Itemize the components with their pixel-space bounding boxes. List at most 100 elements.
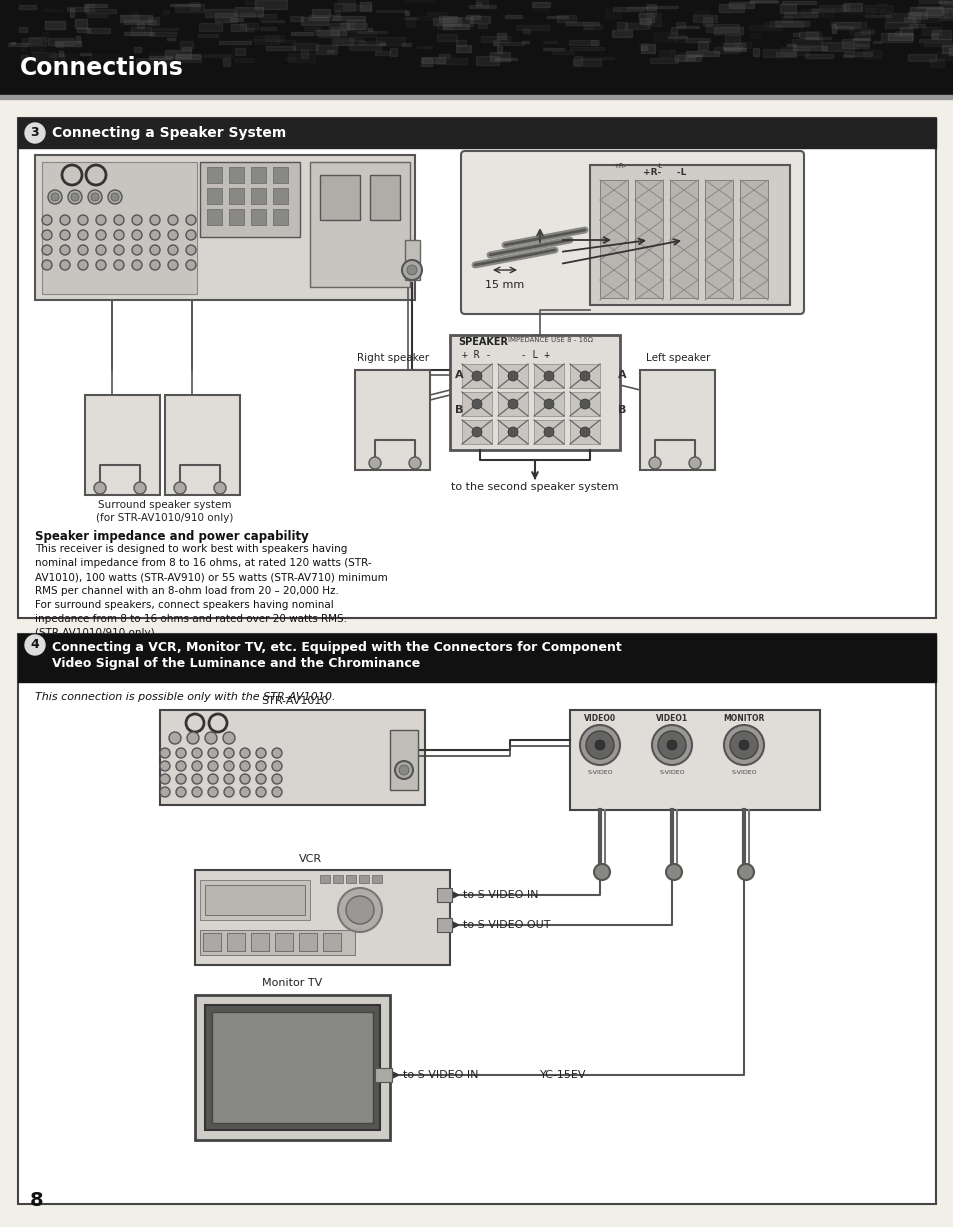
Bar xyxy=(852,38,869,40)
Bar xyxy=(907,12,924,18)
Bar xyxy=(304,27,319,29)
Text: B: B xyxy=(618,405,626,415)
Bar xyxy=(332,38,353,45)
Bar xyxy=(659,50,675,56)
Bar xyxy=(234,7,263,16)
Bar xyxy=(862,50,880,58)
Circle shape xyxy=(78,229,88,240)
Circle shape xyxy=(472,371,481,382)
Bar xyxy=(301,50,308,58)
Bar xyxy=(403,17,417,18)
Bar xyxy=(175,54,200,59)
Bar xyxy=(456,45,471,52)
Circle shape xyxy=(150,215,160,225)
Bar xyxy=(565,22,598,25)
Bar xyxy=(887,33,912,40)
Bar xyxy=(792,45,826,50)
Circle shape xyxy=(543,371,554,382)
Bar xyxy=(533,2,547,11)
Bar xyxy=(18,634,935,1204)
Bar xyxy=(821,42,853,52)
Circle shape xyxy=(666,740,677,750)
Bar xyxy=(257,13,275,18)
Circle shape xyxy=(132,260,142,270)
Bar xyxy=(573,59,600,66)
Circle shape xyxy=(168,229,178,240)
Bar xyxy=(419,16,453,20)
Bar xyxy=(56,42,63,47)
Bar xyxy=(70,9,74,17)
Bar xyxy=(583,25,601,29)
Bar xyxy=(427,12,447,15)
Bar xyxy=(780,4,795,13)
Circle shape xyxy=(579,399,589,409)
Circle shape xyxy=(192,774,202,784)
Bar xyxy=(120,15,152,22)
Bar xyxy=(918,0,940,2)
Text: Monitor TV: Monitor TV xyxy=(262,978,322,988)
Bar xyxy=(0,94,953,99)
Bar xyxy=(722,43,744,49)
Text: Video Signal of the Luminance and the Chrominance: Video Signal of the Luminance and the Ch… xyxy=(52,656,420,670)
Text: nominal impedance from 8 to 16 ohms, at rated 120 watts (STR-: nominal impedance from 8 to 16 ohms, at … xyxy=(35,558,372,568)
Bar xyxy=(783,12,816,17)
Text: 4: 4 xyxy=(30,638,39,652)
Bar xyxy=(317,29,338,37)
Bar xyxy=(150,52,179,59)
Bar xyxy=(67,7,88,11)
Circle shape xyxy=(240,761,250,771)
Bar xyxy=(89,54,119,61)
Bar xyxy=(133,47,141,52)
Circle shape xyxy=(579,371,589,382)
Circle shape xyxy=(150,260,160,270)
Bar xyxy=(568,40,597,45)
Bar xyxy=(165,50,191,58)
Circle shape xyxy=(132,245,142,255)
Circle shape xyxy=(240,748,250,758)
Bar xyxy=(18,634,935,682)
Bar xyxy=(75,18,87,28)
Bar xyxy=(401,43,411,45)
Bar xyxy=(843,52,871,56)
Bar xyxy=(763,22,769,28)
Bar xyxy=(0,0,953,97)
Bar xyxy=(291,32,313,36)
Bar xyxy=(337,0,355,4)
Text: to S VIDEO IN: to S VIDEO IN xyxy=(462,890,537,899)
Bar xyxy=(805,31,821,39)
Bar xyxy=(421,56,444,63)
Bar xyxy=(331,27,338,36)
Bar xyxy=(62,54,77,59)
Bar xyxy=(939,18,953,20)
Bar xyxy=(740,180,767,298)
Bar xyxy=(160,710,424,805)
Bar xyxy=(582,22,593,29)
Circle shape xyxy=(595,740,604,750)
Bar xyxy=(581,56,614,59)
Bar xyxy=(522,29,530,33)
Circle shape xyxy=(543,399,554,409)
Bar xyxy=(792,33,799,36)
Bar xyxy=(207,188,222,204)
Bar xyxy=(652,32,677,40)
Bar xyxy=(941,45,953,53)
Circle shape xyxy=(688,456,700,469)
Text: to S VIDEO IN: to S VIDEO IN xyxy=(402,1070,478,1080)
Bar xyxy=(234,48,245,55)
Bar xyxy=(542,48,563,50)
Circle shape xyxy=(272,787,282,798)
Text: RMS per channel with an 8-ohm load from 20 – 20,000 Hz.: RMS per channel with an 8-ohm load from … xyxy=(35,587,338,596)
Bar xyxy=(240,13,254,17)
Bar xyxy=(219,40,251,44)
Bar xyxy=(346,875,355,883)
Circle shape xyxy=(543,427,554,437)
Text: (for STR-AV1010/910 only): (for STR-AV1010/910 only) xyxy=(96,513,233,523)
Circle shape xyxy=(25,636,45,655)
Circle shape xyxy=(168,260,178,270)
Circle shape xyxy=(507,427,517,437)
Bar xyxy=(379,43,385,45)
Text: A: A xyxy=(618,371,626,380)
Bar xyxy=(799,32,817,38)
Circle shape xyxy=(96,229,106,240)
Circle shape xyxy=(255,787,266,798)
